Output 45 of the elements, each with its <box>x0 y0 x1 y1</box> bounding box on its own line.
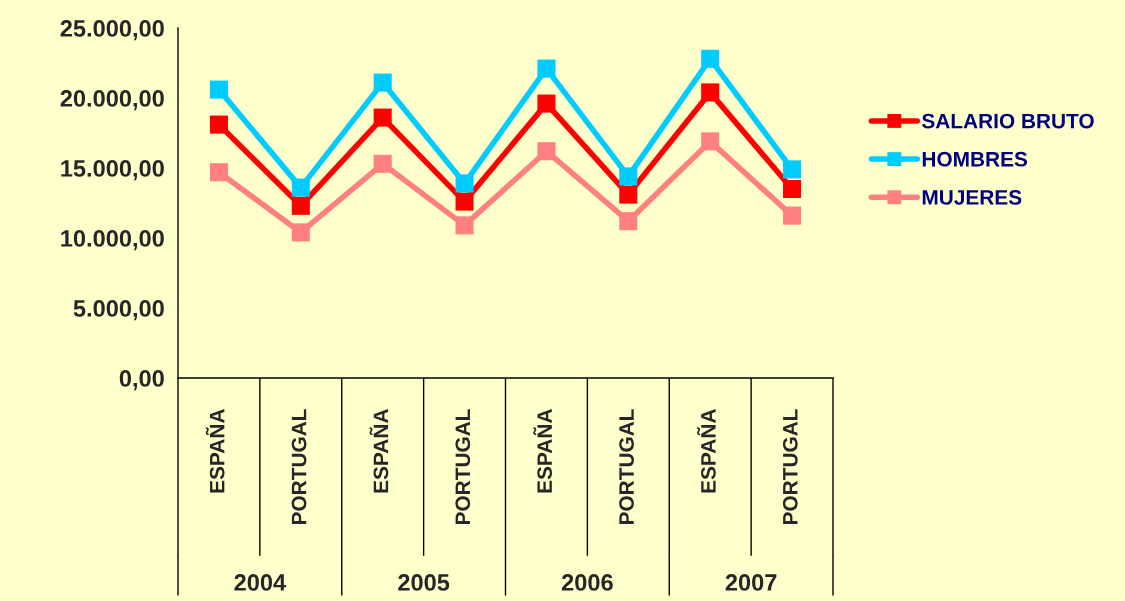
x-tick-label: PORTUGAL <box>619 409 634 525</box>
legend-label: SALARIO BRUTO <box>922 113 1094 129</box>
x-tick-label: PORTUGAL <box>455 409 471 525</box>
point <box>373 108 392 127</box>
legend-label: HOMBRES <box>922 151 1028 167</box>
text: 2007 <box>725 574 777 591</box>
text: 2006 <box>561 574 613 591</box>
point <box>455 192 474 211</box>
point <box>209 80 228 99</box>
point <box>701 132 720 151</box>
point <box>373 73 392 92</box>
point <box>209 115 228 134</box>
y-tick-label: 10.000,00 <box>61 230 164 251</box>
point <box>619 167 638 186</box>
point <box>291 223 310 242</box>
y-tick-label: 0,00 <box>119 370 164 391</box>
y-tick-label: 20.000,00 <box>60 90 164 111</box>
point <box>701 49 720 68</box>
x-tick-label: ESPAÑA <box>205 409 225 493</box>
point <box>783 160 802 179</box>
y-tick-label: 25.000,00 <box>60 20 164 41</box>
point <box>537 59 556 78</box>
legend-label: MUJERES <box>922 190 1022 205</box>
x-tick-label: PORTUGAL <box>291 409 307 525</box>
x-tick-label: PORTUGAL <box>782 409 798 525</box>
point <box>455 216 474 235</box>
point <box>537 142 556 161</box>
y-tick-label: 15.000,00 <box>61 160 164 181</box>
point <box>455 174 474 193</box>
point <box>291 178 310 197</box>
point <box>291 196 310 215</box>
point <box>537 94 556 113</box>
x-tick-label: ESPAÑA <box>697 409 716 493</box>
text: 2005 <box>398 574 450 591</box>
y-tick-label: 5.000,00 <box>73 300 164 321</box>
point <box>783 206 802 225</box>
x-tick-label: ESPAÑA <box>533 409 553 493</box>
point <box>209 163 228 182</box>
point <box>701 83 720 102</box>
text: 2004 <box>234 574 287 591</box>
point <box>783 179 802 199</box>
point <box>619 212 638 231</box>
x-tick-label: ESPAÑA <box>369 409 389 493</box>
point <box>373 154 392 173</box>
point <box>619 185 638 204</box>
